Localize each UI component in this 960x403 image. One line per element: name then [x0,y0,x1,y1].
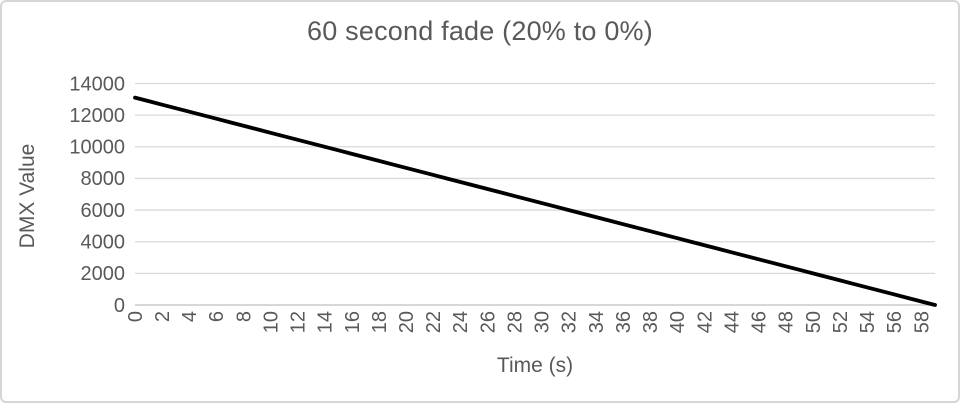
y-tick-label: 12000 [69,105,125,127]
x-tick-label: 32 [559,311,581,333]
x-axis-title: Time (s) [496,354,574,377]
x-tick-label: 28 [504,311,526,333]
x-tick-label: 22 [423,311,445,333]
x-tick-label: 38 [640,311,662,333]
y-tick-label: 2000 [81,263,126,285]
x-tick-label: 0 [125,311,147,322]
data-series-line [133,95,937,307]
x-tick-label: 4 [179,311,201,322]
y-tick-label: 10000 [69,137,125,159]
x-tick-label: 40 [667,311,689,333]
x-tick-label: 24 [450,311,472,333]
x-tick-label: 52 [830,311,852,333]
x-tick-label: 56 [884,311,906,333]
y-tick-label: 4000 [81,232,126,254]
x-tick-label: 16 [342,311,364,333]
x-tick-label: 48 [776,311,798,333]
x-tick-label: 10 [260,311,282,333]
x-tick-label: 54 [857,311,879,333]
y-tick-label: 6000 [81,200,126,222]
x-tick-label: 26 [477,311,499,333]
x-tick-label: 14 [315,311,337,333]
x-tick-label: 20 [396,311,418,333]
x-tick-label: 8 [233,311,255,322]
x-tick-label: 46 [749,311,771,333]
x-tick-label: 18 [369,311,391,333]
y-tick-label: 8000 [81,168,126,190]
x-tick-label: 12 [288,311,310,333]
x-tick-label: 2 [152,311,174,322]
x-tick-label: 50 [803,311,825,333]
x-tick-label: 6 [206,311,228,322]
x-tick-label: 34 [586,311,608,333]
x-tick-label: 58 [911,311,933,333]
x-tick-label: 30 [532,311,554,333]
chart-title: 60 second fade (20% to 0%) [307,16,653,46]
x-tick-label: 44 [721,311,743,333]
y-axis-title: DMX Value [16,143,39,249]
x-tick-label: 36 [613,311,635,333]
y-tick-label: 14000 [69,73,125,95]
y-tick-label: 0 [114,295,125,317]
x-tick-label: 42 [694,311,716,333]
